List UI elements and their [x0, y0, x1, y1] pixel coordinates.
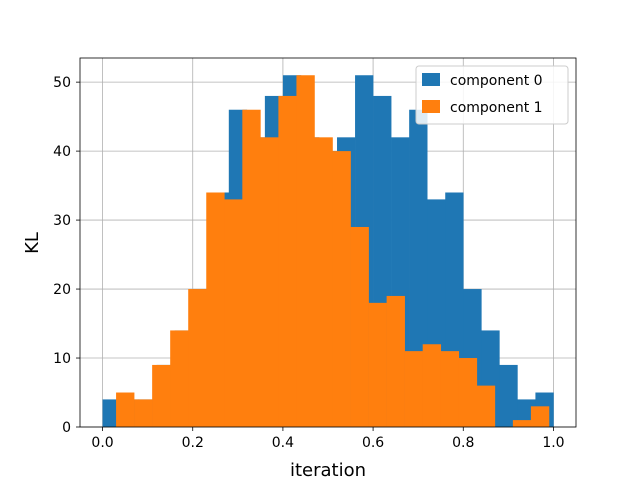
x-tick-label: 0.0: [91, 435, 113, 451]
bar-series-1-bin-16: [404, 351, 423, 427]
legend-label-1: component 1: [450, 100, 543, 116]
bar-series-1-bin-2: [152, 364, 171, 427]
y-tick-label: 50: [53, 75, 71, 91]
bar-series-1-bin-19: [458, 358, 478, 427]
x-tick-label: 0.2: [182, 435, 204, 451]
bar-series-1-bin-14: [368, 302, 387, 427]
bar-series-1-bin-10: [296, 75, 315, 428]
legend-swatch-0: [422, 73, 440, 86]
bar-series-1-bin-11: [314, 137, 333, 428]
y-axis-label: KL: [22, 232, 43, 254]
bar-series-1-bin-20: [476, 385, 496, 427]
x-tick-label: 0.4: [272, 435, 294, 451]
bar-series-1-bin-18: [440, 351, 460, 427]
bar-series-1-bin-22: [512, 420, 532, 427]
x-tick-label: 1.0: [542, 435, 564, 451]
bar-series-0-bin-22: [499, 364, 518, 427]
bar-series-1-bin-23: [530, 406, 550, 427]
y-tick-label: 20: [53, 282, 71, 298]
legend-label-0: component 0: [450, 73, 543, 89]
bar-series-1-bin-5: [206, 192, 225, 427]
ticks: 0.0 0.2 0.4 0.6 0.8 1.0 0 10 20 30 40 50: [53, 75, 564, 451]
y-tick-label: 0: [62, 420, 71, 436]
legend-swatch-1: [422, 100, 440, 113]
bar-series-1-bin-13: [350, 226, 369, 427]
x-tick-label: 0.8: [452, 435, 474, 451]
y-tick-label: 10: [53, 351, 71, 367]
bar-series-1-bin-8: [260, 137, 279, 428]
y-tick-label: 40: [53, 144, 71, 160]
bar-series-1-bin-4: [188, 289, 207, 427]
bar-series-1-bin-7: [242, 109, 261, 427]
bar-series-1-bin-17: [422, 344, 442, 427]
bar-series-1-bin-12: [332, 151, 351, 427]
bar-series-1-bin-1: [134, 399, 153, 427]
bar-series-1-bin-15: [386, 295, 405, 427]
x-tick-label: 0.6: [362, 435, 384, 451]
bar-series-1-bin-6: [224, 199, 243, 427]
legend-box: [415, 65, 569, 125]
x-axis-label: iteration: [290, 460, 366, 480]
y-tick-label: 30: [53, 213, 71, 229]
bars: [102, 75, 554, 428]
bar-series-1-bin-3: [170, 330, 189, 427]
legend: component 0 component 1: [415, 65, 569, 125]
bar-series-1-bin-9: [278, 95, 297, 428]
axes: [79, 57, 577, 428]
plot-frame: [79, 57, 577, 428]
bar-series-1-bin-0: [116, 392, 135, 427]
